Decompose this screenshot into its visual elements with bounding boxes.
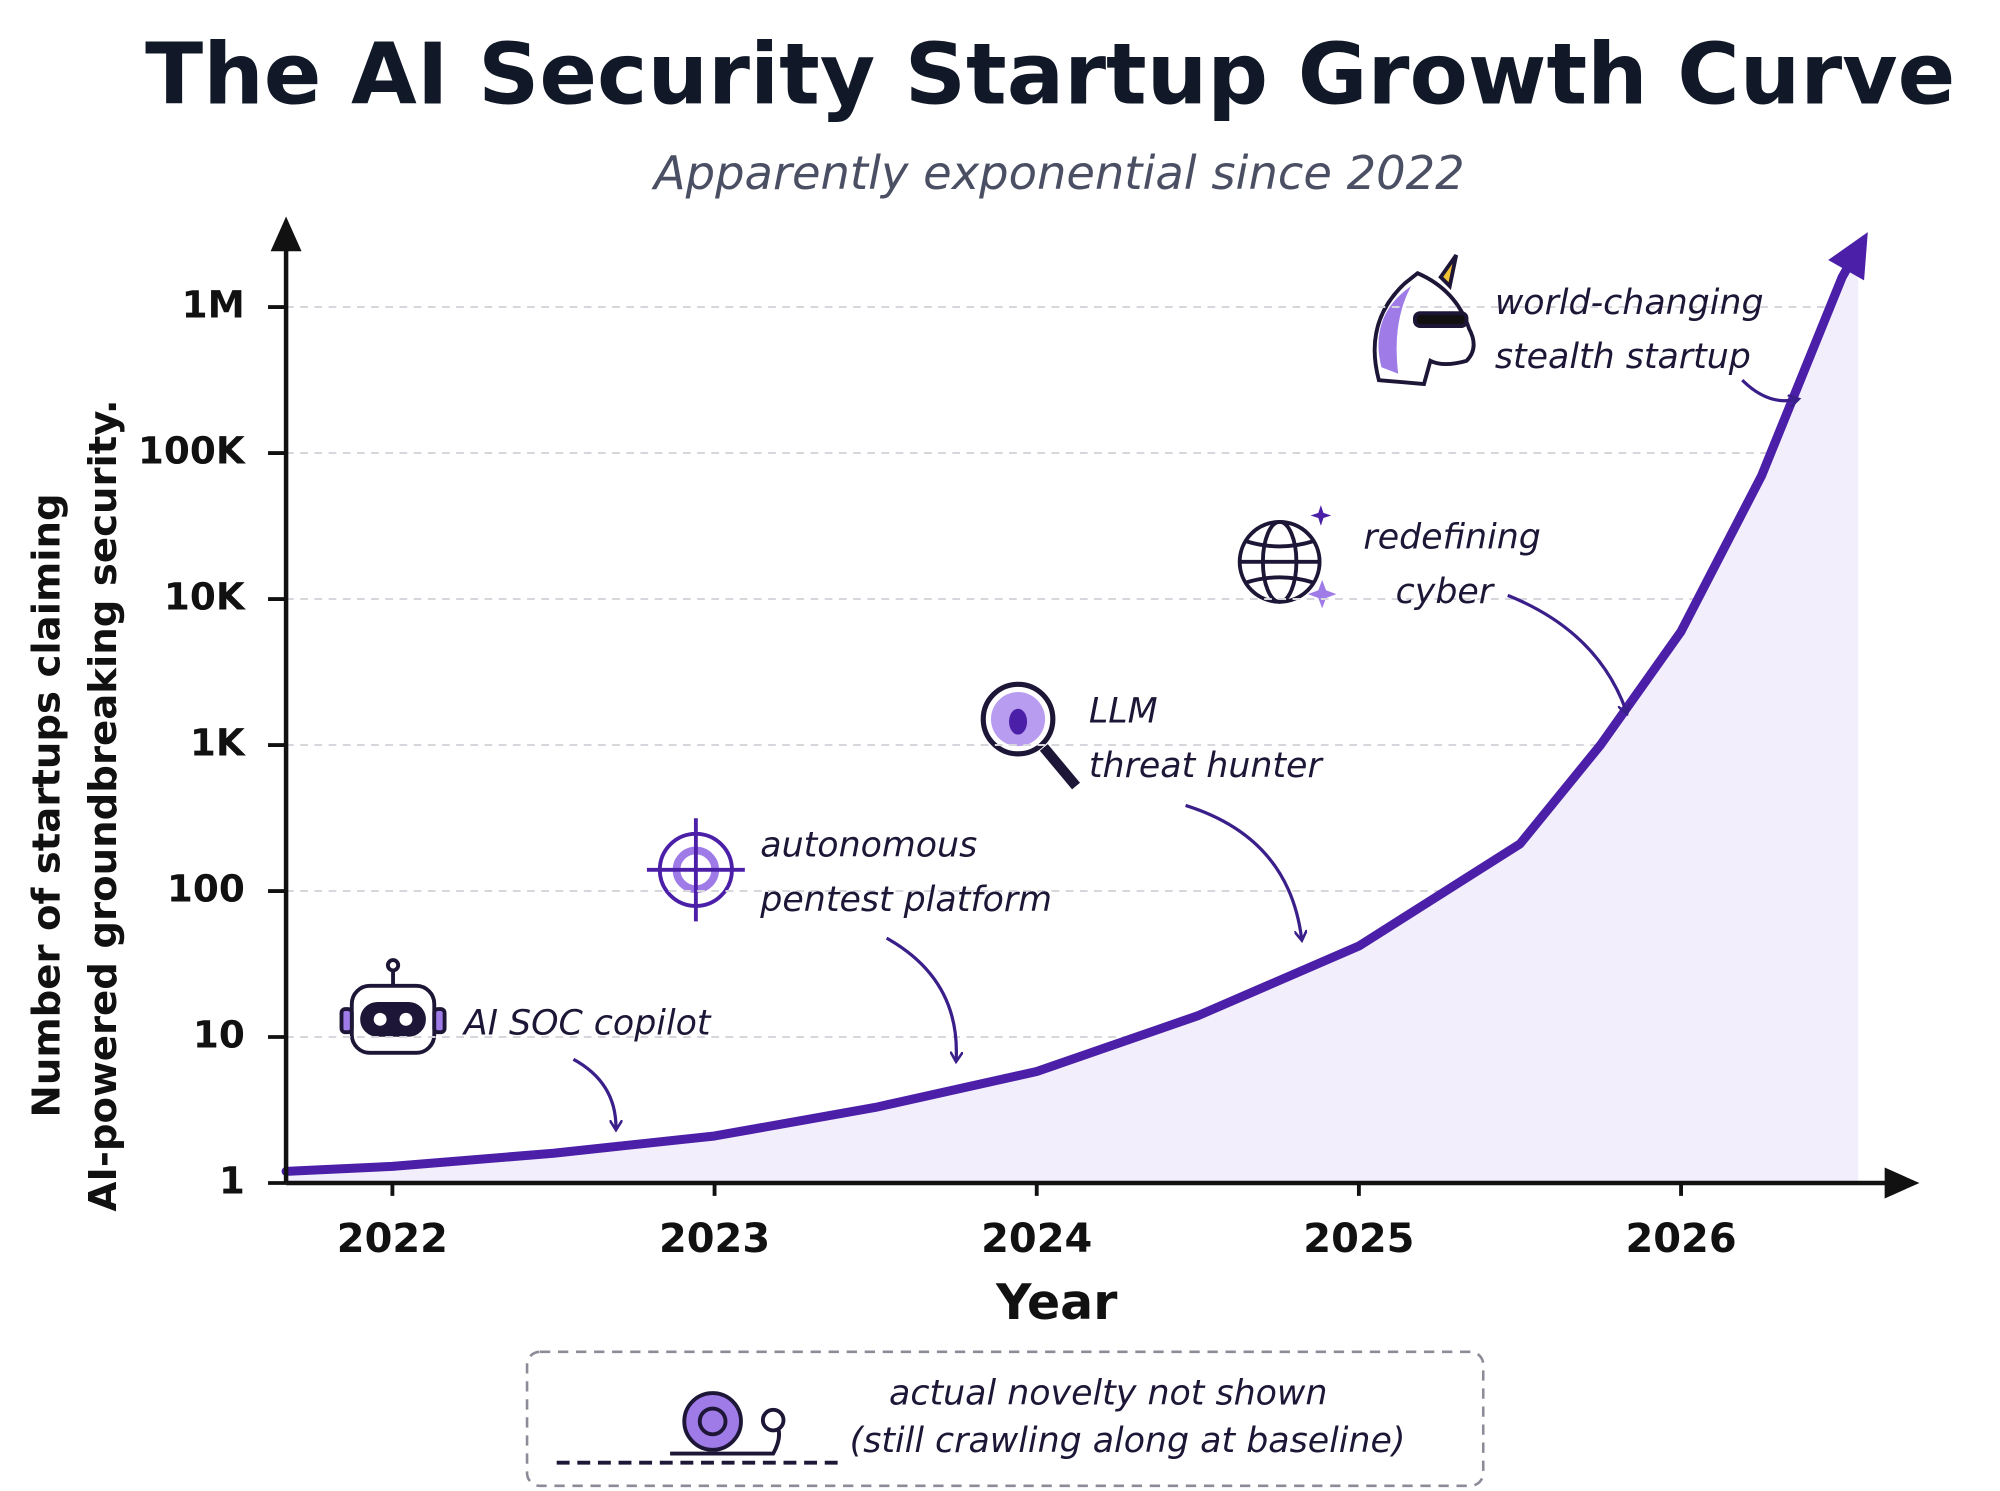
annotation: LLM threat hunter <box>1089 692 1325 939</box>
footnote-text: (still crawling along at baseline) <box>850 1421 1406 1461</box>
y-tick-label: 1 <box>219 1159 245 1203</box>
annotation: autonomous pentest platform <box>759 826 1052 1060</box>
annotation-arrow <box>1507 593 1627 711</box>
chart-subtitle: Apparently exponential since 2022 <box>651 146 1465 200</box>
chart-title: The AI Security Startup Growth Curve <box>145 25 1955 124</box>
annotation-text: stealth startup <box>1495 337 1751 377</box>
annotation-text: world-changing <box>1495 283 1764 323</box>
x-tick-label: 2026 <box>1625 1216 1736 1262</box>
y-axis-label-line: AI-powered groundbreaking security. <box>81 399 126 1211</box>
x-axis-label: Year <box>995 1274 1117 1331</box>
y-tick-label: 100K <box>138 429 247 473</box>
annotation-arrow <box>1741 379 1796 401</box>
line <box>281 244 1863 1176</box>
x-axis-arrow <box>1884 1167 1920 1199</box>
y-tick-label: 1M <box>182 283 245 327</box>
annotation-text: cyber <box>1396 572 1496 612</box>
annotation: redefining cyber <box>1363 518 1626 712</box>
footnote-text: actual novelty not shown <box>889 1373 1327 1413</box>
robot-icon <box>339 958 447 1055</box>
globe-icon <box>1237 505 1337 609</box>
annotation-arrow <box>1185 803 1302 938</box>
annotation-arrow <box>572 1057 616 1127</box>
snail-icon <box>670 1391 786 1456</box>
y-axis-arrow <box>270 216 302 252</box>
y-axis-label: Number of startups claiming AI-powered g… <box>24 399 126 1211</box>
annotation-arrow <box>885 936 957 1059</box>
x-tick-label: 2025 <box>1303 1216 1414 1262</box>
footnote-box <box>525 1350 1485 1488</box>
annotation: AI SOC copilot <box>462 1003 712 1127</box>
annotation-text: LLM <box>1089 692 1158 732</box>
annotation-text: redefining <box>1363 518 1540 558</box>
x-tick-label: 2024 <box>981 1216 1092 1262</box>
y-tick-label: 10K <box>164 575 247 619</box>
annotation-text: autonomous <box>760 826 977 866</box>
target-icon <box>646 818 745 922</box>
annotation-text: pentest platform <box>759 880 1052 920</box>
x-tick-label: 2022 <box>337 1216 448 1262</box>
annotation: world-changing stealth startup <box>1495 283 1797 401</box>
y-tick-label: 1K <box>190 721 247 765</box>
y-tick-label: 100 <box>167 867 245 911</box>
unicorn-icon <box>1372 254 1476 387</box>
x-tick-label: 2023 <box>659 1216 770 1262</box>
y-tick-label: 10 <box>193 1013 245 1057</box>
y-axis-label-line: Number of startups claiming <box>24 493 69 1117</box>
line-arrowhead <box>1828 232 1868 281</box>
annotation-text: AI SOC copilot <box>462 1003 712 1043</box>
annotation-text: threat hunter <box>1089 746 1325 786</box>
area <box>286 248 1859 1183</box>
magnifier-icon <box>980 681 1080 790</box>
